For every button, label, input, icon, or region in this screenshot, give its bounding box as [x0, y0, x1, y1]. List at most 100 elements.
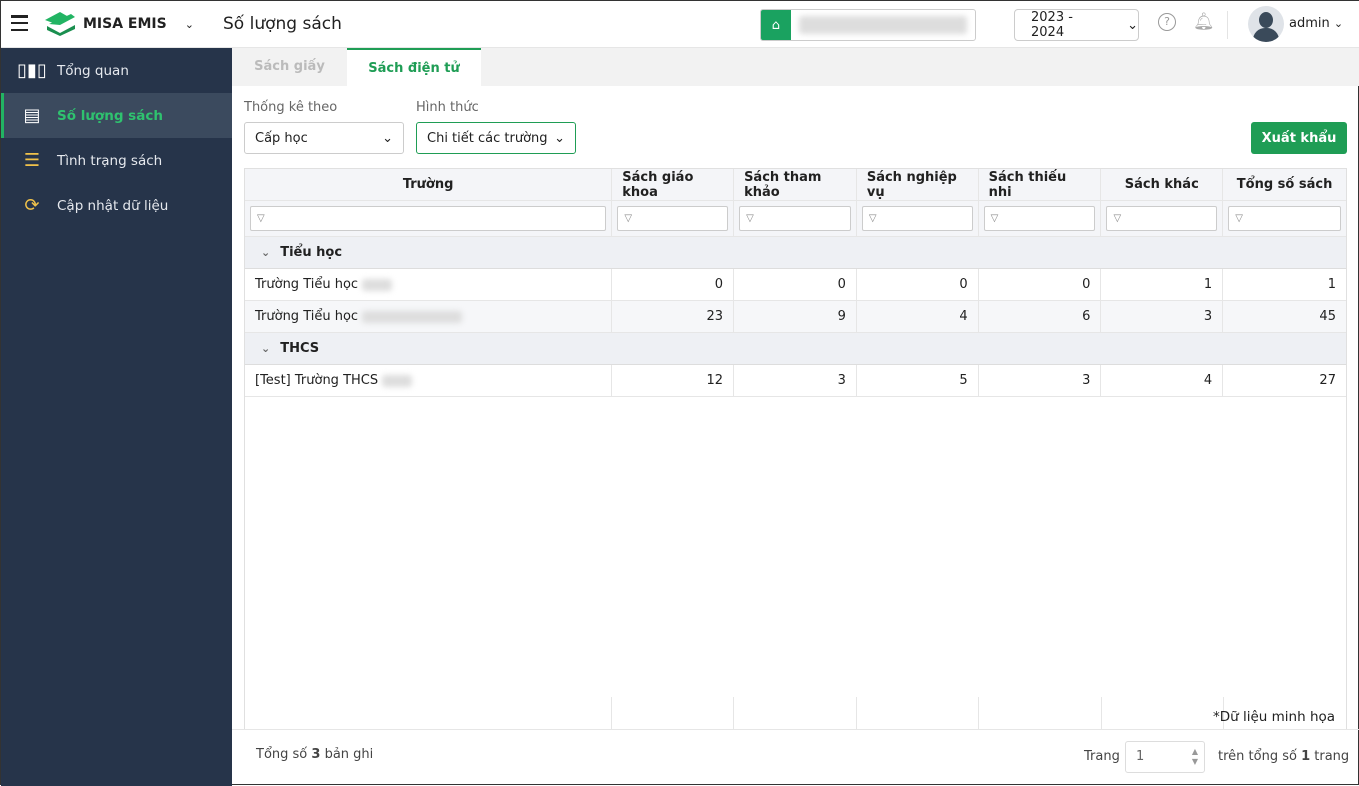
sidebar-item-label: Tổng quan	[57, 62, 129, 79]
col-other[interactable]: Sách khác	[1101, 169, 1224, 200]
book-hand-icon: ☰	[23, 150, 41, 171]
filter-icon: ▽	[1113, 213, 1122, 224]
group-name: Tiểu học	[280, 245, 343, 260]
cell-school: Trường Tiểu học	[245, 269, 613, 300]
tab-bar: Sách giấy Sách điện tử	[232, 48, 1359, 86]
help-icon[interactable]: ?	[1158, 13, 1176, 31]
school-year-select[interactable]: 2023 - 2024 ⌄	[1014, 9, 1139, 41]
page-title: Số lượng sách	[223, 14, 342, 34]
book-icon: ▤	[23, 105, 41, 126]
filter-input[interactable]: ▽	[617, 206, 729, 231]
chevron-down-icon[interactable]: ⌄	[261, 342, 271, 355]
cell-school: [Test] Trường THCS	[245, 365, 613, 396]
form-label: Hình thức	[416, 100, 479, 115]
page-input[interactable]: 1 ▲ ▼	[1125, 741, 1205, 773]
stat-by-select[interactable]: Cấp học ⌄	[244, 122, 404, 154]
cell-value: 1	[1101, 269, 1224, 300]
data-grid: Trường Sách giáo khoa Sách tham khảo Sác…	[244, 168, 1347, 730]
home-icon: ⌂	[761, 10, 791, 40]
spinner-icon[interactable]: ▲ ▼	[1191, 747, 1198, 766]
school-selector[interactable]: ⌂	[760, 9, 976, 41]
header: MISA EMIS ⌄ Số lượng sách ⌂ 2023 - 2024 ⌄…	[1, 1, 1359, 48]
filter-icon: ▽	[1235, 213, 1243, 224]
page-total: trên tổng số 1 trang	[1218, 749, 1350, 764]
table-row[interactable]: [Test] Trường THCS 12 3 5 3 4 27	[245, 365, 1346, 397]
cell-value: 27	[1319, 373, 1336, 388]
sidebar-item-update-data[interactable]: ⟳ Cập nhật dữ liệu	[1, 183, 232, 228]
sidebar-item-label: Tình trạng sách	[57, 152, 163, 169]
stat-by-label: Thống kê theo	[244, 100, 338, 115]
filter-icon: ▽	[257, 213, 265, 224]
footer: Tổng số 3 bản ghi Trang 1 ▲ ▼ trên tổng số…	[232, 729, 1359, 786]
chevron-down-icon: ⌄	[554, 130, 565, 146]
col-children[interactable]: Sách thiếu nhi	[979, 169, 1102, 200]
col-textbook[interactable]: Sách giáo khoa	[612, 169, 735, 200]
illustration-note: *Dữ liệu minh họa	[1213, 709, 1336, 725]
col-total[interactable]: Tổng số sách	[1236, 177, 1333, 192]
group-row[interactable]: ⌄ THCS	[245, 333, 1346, 365]
export-button[interactable]: Xuất khẩu	[1251, 122, 1347, 154]
cell-value: 5	[857, 365, 979, 396]
filter-icon: ▽	[868, 213, 877, 224]
misa-logo-icon	[45, 12, 75, 36]
cell-value: 1	[1327, 277, 1336, 292]
cell-value: 0	[857, 269, 979, 300]
cell-value: 6	[979, 301, 1102, 332]
cell-value: 0	[734, 269, 857, 300]
filter-icon: ▽	[746, 213, 754, 224]
school-year-value: 2023 - 2024	[1031, 10, 1073, 40]
cell-value: 45	[1319, 309, 1336, 324]
cell-value: 4	[857, 301, 979, 332]
filter-icon: ▽	[624, 213, 633, 224]
chevron-down-icon[interactable]: ⌄	[261, 246, 271, 259]
grid-column-lines	[244, 697, 1347, 729]
filter-input[interactable]: ▽	[250, 206, 607, 231]
form-select[interactable]: Chi tiết các trường ⌄	[416, 122, 576, 154]
filter-icon: ▽	[990, 213, 999, 224]
bell-icon[interactable]: 🔔︎	[1193, 12, 1215, 32]
filter-input[interactable]: ▽	[1106, 206, 1218, 231]
cell-value: 0	[612, 269, 735, 300]
sidebar-item-book-count[interactable]: ▤ Số lượng sách	[1, 93, 232, 138]
form-value: Chi tiết các trường	[427, 130, 548, 146]
col-school[interactable]: Trường	[245, 169, 613, 200]
chevron-down-icon: ⌄	[1333, 17, 1344, 30]
chevron-down-icon: ⌄	[382, 130, 393, 146]
sync-icon: ⟳	[24, 195, 40, 216]
app-logo[interactable]: MISA EMIS ⌄	[43, 12, 194, 36]
filter-row: ▽ ▽ ▽ ▽ ▽ ▽ ▽	[245, 201, 1346, 237]
tab-paper-books[interactable]: Sách giấy	[254, 59, 325, 74]
app-name: MISA EMIS	[83, 16, 167, 32]
cell-value: 4	[1101, 365, 1224, 396]
page-label: Trang	[1084, 749, 1120, 764]
filter-input[interactable]: ▽	[983, 206, 1096, 231]
tab-ebooks[interactable]: Sách điện tử	[347, 48, 481, 86]
cell-value: 0	[979, 269, 1102, 300]
cell-value: 3	[979, 365, 1102, 396]
stat-by-value: Cấp học	[255, 130, 308, 146]
filter-input[interactable]: ▽	[1228, 206, 1341, 231]
col-professional[interactable]: Sách nghiệp vụ	[857, 169, 979, 200]
cell-school: Trường Tiểu học	[245, 301, 613, 332]
sidebar-item-book-status[interactable]: ☰ Tình trạng sách	[1, 138, 232, 183]
sidebar-item-overview[interactable]: ▯▮▯ Tổng quan	[1, 48, 232, 93]
chevron-down-icon[interactable]: ⌄	[184, 17, 194, 31]
record-count: Tổng số 3 bản ghi	[256, 747, 374, 762]
table-header: Trường Sách giáo khoa Sách tham khảo Sác…	[245, 169, 1346, 201]
divider	[1227, 11, 1228, 39]
chart-icon: ▯▮▯	[17, 60, 47, 81]
cell-value: 9	[734, 301, 857, 332]
group-name: THCS	[280, 341, 320, 356]
filter-input[interactable]: ▽	[861, 206, 973, 231]
cell-value: 3	[1101, 301, 1224, 332]
table-row[interactable]: Trường Tiểu học 23 9 4 6 3 45	[245, 301, 1346, 333]
avatar[interactable]	[1248, 6, 1284, 42]
user-menu[interactable]: admin ⌄	[1289, 16, 1343, 31]
cell-value: 12	[612, 365, 735, 396]
table-row[interactable]: Trường Tiểu học 0 0 0 0 1 1	[245, 269, 1346, 301]
sidebar: ▯▮▯ Tổng quan ▤ Số lượng sách ☰ Tình trạng …	[1, 48, 232, 786]
group-row[interactable]: ⌄ Tiểu học	[245, 237, 1346, 269]
filter-input[interactable]: ▽	[739, 206, 851, 231]
menu-icon[interactable]	[11, 15, 28, 31]
col-reference[interactable]: Sách tham khảo	[734, 169, 857, 200]
